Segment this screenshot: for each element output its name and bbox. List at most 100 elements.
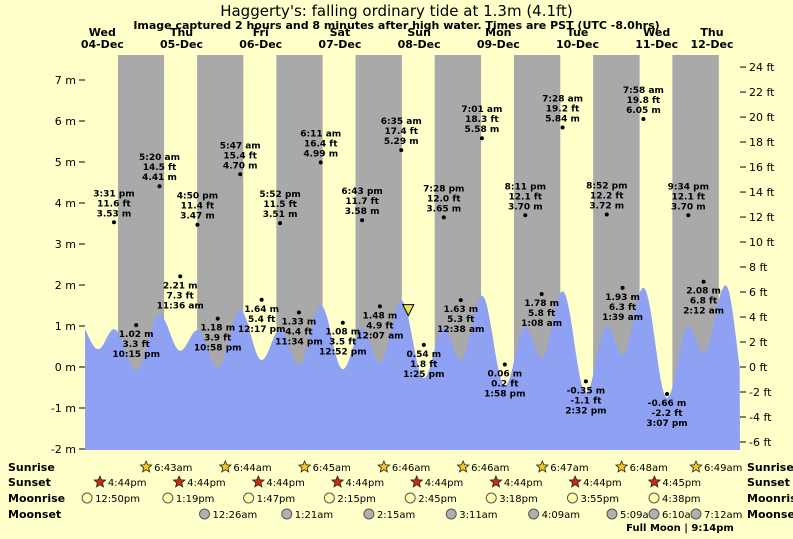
tide-event-dot bbox=[399, 148, 404, 153]
tide-event-label: 1.08 m bbox=[325, 328, 360, 338]
tide-event-label: 8:11 pm bbox=[505, 182, 546, 192]
tide-event-label: 1.93 m bbox=[605, 293, 640, 303]
moonrise-icon bbox=[81, 492, 93, 504]
right-axis-label: 4 ft bbox=[749, 311, 768, 324]
tide-event-label: 6:43 pm bbox=[341, 187, 382, 197]
tide-event-label: 0.54 m bbox=[406, 350, 441, 360]
right-axis-label: 14 ft bbox=[749, 186, 775, 199]
tide-event-dot bbox=[560, 125, 565, 130]
left-axis-label: 1 m bbox=[55, 320, 76, 333]
sunset-time: 4:44pm bbox=[187, 478, 226, 489]
sunset-icon bbox=[409, 474, 424, 488]
tide-event-label: 3.72 m bbox=[589, 201, 624, 211]
tide-event-label: 10:58 pm bbox=[194, 344, 242, 354]
tide-event-dot bbox=[620, 285, 625, 290]
sunrise-time: 6:46am bbox=[392, 463, 430, 474]
tide-event-label: 1.18 m bbox=[200, 324, 235, 334]
day-date-label: 06-Dec bbox=[239, 38, 282, 51]
left-axis-label: 5 m bbox=[55, 156, 76, 169]
tide-event-label: 16.4 ft bbox=[304, 139, 338, 149]
tide-event-label: -1.1 ft bbox=[570, 396, 602, 406]
tide-event-label: 4:50 pm bbox=[177, 192, 218, 202]
right-axis-label: 16 ft bbox=[749, 161, 775, 174]
tide-event-dot bbox=[318, 160, 323, 165]
tide-event-label: 3.58 m bbox=[345, 207, 380, 217]
tide-event-label: 5.58 m bbox=[465, 125, 500, 135]
astro-row-label-right: Sunrise bbox=[747, 461, 793, 474]
moonrise-time: 4:38pm bbox=[662, 494, 701, 505]
sunrise-icon bbox=[377, 459, 391, 473]
tide-event-label: 7:58 am bbox=[623, 86, 664, 96]
day-date-label: 09-Dec bbox=[477, 38, 520, 51]
tide-event-label: 3.9 ft bbox=[204, 334, 232, 344]
tide-event-label: -0.66 m bbox=[648, 399, 686, 409]
tide-event-label: 0.06 m bbox=[487, 370, 522, 380]
tide-event-dot bbox=[441, 215, 446, 220]
sunrise-time: 6:48am bbox=[630, 463, 668, 474]
tide-event-label: 11.4 ft bbox=[181, 202, 215, 212]
tide-event-dot bbox=[583, 379, 588, 384]
sunrise-icon bbox=[297, 459, 312, 473]
tide-event-label: 15.4 ft bbox=[223, 151, 257, 161]
sunrise-icon bbox=[689, 459, 703, 473]
moonrise-time: 2:15pm bbox=[337, 494, 376, 505]
tide-event-label: 11:34 pm bbox=[275, 337, 323, 347]
sunrise-icon bbox=[218, 459, 232, 473]
moonrise-time: 3:55pm bbox=[580, 494, 619, 505]
tide-event-dot bbox=[686, 213, 691, 218]
tide-event-dot bbox=[215, 316, 220, 321]
left-axis-label: 0 m bbox=[55, 361, 76, 374]
tide-event-label: 1.64 m bbox=[244, 305, 279, 315]
sunset-time: 4:44pm bbox=[266, 478, 305, 489]
tide-event-label: 1:39 am bbox=[602, 313, 643, 323]
tide-event-label: 1:58 pm bbox=[484, 390, 525, 400]
tide-event-label: 5.8 ft bbox=[528, 309, 556, 319]
tide-event-label: 3.3 ft bbox=[123, 340, 151, 350]
sunset-time: 4:44pm bbox=[425, 478, 464, 489]
tide-event-label: 3.65 m bbox=[426, 204, 461, 214]
day-label: Tue bbox=[567, 26, 589, 39]
tide-event-label: 12:07 am bbox=[356, 331, 403, 341]
left-axis-label: 7 m bbox=[55, 74, 76, 87]
sunset-time: 4:44pm bbox=[108, 478, 147, 489]
tide-event-dot bbox=[421, 342, 426, 347]
tide-event-dot bbox=[360, 218, 365, 223]
astro-row-label-left: Sunset bbox=[8, 476, 51, 489]
tide-event-label: 10:15 pm bbox=[112, 350, 160, 360]
right-axis-label: 18 ft bbox=[749, 136, 775, 149]
right-axis-label: 0 ft bbox=[749, 361, 768, 374]
moonset-time: 7:12am bbox=[704, 510, 742, 521]
tide-event-label: 7:28 am bbox=[542, 95, 583, 105]
left-axis-label: 3 m bbox=[55, 238, 76, 251]
tide-event-label: 6:11 am bbox=[300, 129, 341, 139]
tide-event-dot bbox=[502, 362, 507, 367]
tide-event-label: 6.8 ft bbox=[690, 297, 718, 307]
day-label: Fri bbox=[253, 26, 269, 39]
astro-row-label-left: Moonset bbox=[8, 508, 61, 521]
sunrise-time: 6:43am bbox=[154, 463, 192, 474]
tide-event-label: 3.53 m bbox=[97, 209, 132, 219]
moonrise-icon bbox=[404, 492, 416, 504]
sunset-time: 4:44pm bbox=[346, 478, 385, 489]
tide-event-dot bbox=[111, 220, 116, 225]
astro-row-label-right: Moonrise bbox=[747, 492, 793, 505]
left-axis-label: 2 m bbox=[55, 279, 76, 292]
tide-event-label: 19.2 ft bbox=[546, 105, 580, 115]
day-date-label: 10-Dec bbox=[556, 38, 599, 51]
tide-event-dot bbox=[665, 392, 670, 397]
sunrise-time: 6:45am bbox=[313, 463, 351, 474]
tide-event-label: 9:34 pm bbox=[668, 182, 709, 192]
tide-event-dot bbox=[157, 184, 162, 189]
tide-event-label: 3:31 pm bbox=[93, 189, 134, 199]
tide-event-dot bbox=[458, 298, 463, 303]
sunrise-time: 6:49am bbox=[704, 463, 742, 474]
moonset-time: 4:09am bbox=[542, 510, 580, 521]
moonrise-icon bbox=[648, 492, 660, 504]
tide-event-label: 1.78 m bbox=[524, 299, 559, 309]
day-label: Wed bbox=[643, 26, 670, 39]
tide-event-label: 5:52 pm bbox=[259, 190, 300, 200]
moonset-time: 3:11am bbox=[459, 510, 497, 521]
tide-event-label: 2:32 pm bbox=[565, 406, 606, 416]
moonrise-icon bbox=[566, 492, 578, 504]
